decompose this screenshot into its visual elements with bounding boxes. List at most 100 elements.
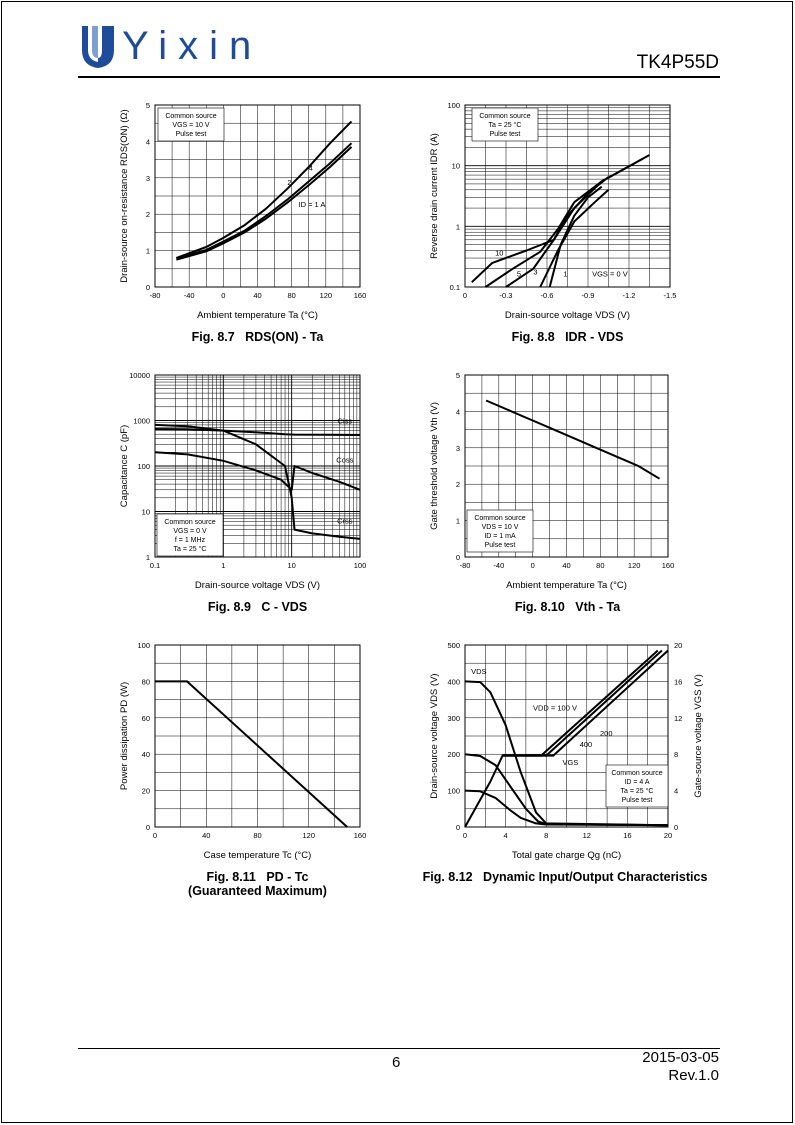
y-tick-label: 2 xyxy=(146,210,150,219)
series-line xyxy=(548,185,603,288)
x-tick-label: 80 xyxy=(253,831,261,840)
y-tick-label: 40 xyxy=(142,750,150,759)
series-line xyxy=(539,189,610,288)
note-text: VGS = 10 V xyxy=(172,122,209,129)
y-tick-label: 300 xyxy=(447,714,460,723)
y-tick-label: 500 xyxy=(447,641,460,650)
y-tick-label: 10 xyxy=(452,162,460,171)
caption-fig812: Fig. 8.12 Dynamic Input/Output Character… xyxy=(422,870,708,884)
series-line xyxy=(471,154,650,283)
series-line xyxy=(176,120,353,259)
series-label: Crss xyxy=(337,516,353,525)
x-tick-label: 120 xyxy=(320,291,333,300)
note-text: ID = 4 A xyxy=(624,779,649,786)
x-axis-label: Case temperature Tc (°C) xyxy=(204,850,312,861)
chart-rdson-ta: -80 -40 0 40 80 120 160 0 1 2 3 4 5 Ambient temperatu… xyxy=(119,101,366,321)
plot-frame xyxy=(464,374,669,558)
y-tick-label: 400 xyxy=(447,677,460,686)
x-tick-label: 120 xyxy=(628,561,641,570)
y-tick-label: 80 xyxy=(142,677,150,686)
x-tick-label: -80 xyxy=(150,291,161,300)
note-text: Pulse test xyxy=(490,131,521,138)
x-tick-label: 0 xyxy=(221,291,225,300)
series-label: 2 xyxy=(287,178,291,187)
note-text: VGS = 0 V xyxy=(173,528,207,535)
y-tick-label: 3 xyxy=(456,444,460,453)
y-tick-label: 200 xyxy=(447,750,460,759)
x-tick-label: 20 xyxy=(664,831,672,840)
y-axis-label: Reverse drain current IDR (A) xyxy=(429,133,440,259)
y2-tick-label: 12 xyxy=(674,714,682,723)
note-box xyxy=(157,107,225,142)
y-tick-label: 10000 xyxy=(129,371,150,380)
yixin-logo-icon xyxy=(82,26,114,68)
caption-fig810: Fig. 8.10 Vth - Ta xyxy=(514,600,621,614)
y-axis-label: Drain-source voltage VDS (V) xyxy=(429,673,440,798)
y-axis-label: Capacitance C (pF) xyxy=(119,425,130,507)
x-tick-label: -80 xyxy=(460,561,471,570)
x-tick-label: 160 xyxy=(354,831,367,840)
note-text: Common source xyxy=(164,519,215,526)
series-label: ID = 1 A xyxy=(299,200,326,209)
y-tick-label: 10 xyxy=(142,508,150,517)
y-tick-label: 0 xyxy=(146,823,150,832)
x-tick-label: 80 xyxy=(287,291,295,300)
plot-frame xyxy=(154,374,361,558)
header-rule xyxy=(78,76,720,78)
series-label: 10 xyxy=(495,249,503,258)
series-label: VGS = 0 V xyxy=(592,269,628,278)
series-line xyxy=(176,142,353,260)
x-tick-label: -0.6 xyxy=(541,291,554,300)
chart-dynamic-io: 0 4 8 12 16 200100200300400500048121620Gate-s… xyxy=(429,641,704,861)
footer-revision: Rev.1.0 xyxy=(668,1067,719,1084)
caption-fig811: Fig. 8.11 PD - Tc (Guaranteed Maximum) xyxy=(188,870,327,898)
series-label: 200 xyxy=(600,729,613,738)
note-box xyxy=(466,509,534,553)
plot-frame xyxy=(464,104,671,288)
y-axis-label: Gate threshold voltage Vth (V) xyxy=(429,402,440,530)
y-tick-label: 1000 xyxy=(133,417,150,426)
note-text: Ta = 25 °C xyxy=(621,787,654,795)
x-tick-label: 0 xyxy=(463,831,467,840)
series-line xyxy=(154,451,361,491)
x-tick-label: 80 xyxy=(596,561,604,570)
chart-pd-tc: 0 40 80 120 160 0 20 40 60 80 100 Case temperature … xyxy=(119,641,367,861)
y-tick-label: 100 xyxy=(447,787,460,796)
x-tick-label: -40 xyxy=(184,291,195,300)
note-text: Common source xyxy=(611,770,662,777)
y-tick-label: 1 xyxy=(456,222,460,231)
series-label: 4 xyxy=(309,164,313,173)
x-axis-label: Total gate charge Qg (nC) xyxy=(512,850,621,861)
x-tick-label: -1.2 xyxy=(623,291,636,300)
series-line xyxy=(155,680,348,828)
series-label: 5 xyxy=(517,269,521,278)
series-line xyxy=(464,680,669,827)
x-tick-label: -0.9 xyxy=(582,291,595,300)
page-number: 6 xyxy=(392,1054,401,1071)
series-label: Ciss xyxy=(338,417,353,426)
x-tick-label: 8 xyxy=(544,831,548,840)
note-text: VDS = 10 V xyxy=(482,524,519,531)
x-tick-label: 0 xyxy=(153,831,157,840)
series-line xyxy=(154,428,361,436)
caption-fig88: Fig. 8.8 IDR - VDS xyxy=(511,330,624,344)
series-line xyxy=(154,423,361,540)
y-tick-label: 1 xyxy=(456,517,460,526)
x-tick-label: 40 xyxy=(202,831,210,840)
x-tick-label: -0.3 xyxy=(500,291,513,300)
series-line xyxy=(485,399,661,480)
y-tick-label: 1 xyxy=(146,247,150,256)
y-axis-label: Power dissipation PD (W) xyxy=(119,682,130,790)
note-text: f = 1 MHz xyxy=(175,537,206,544)
brand-name: Yixin xyxy=(122,24,263,68)
x-axis-label: Drain-source voltage VDS (V) xyxy=(505,310,630,321)
x-tick-label: 10 xyxy=(287,561,295,570)
plot-frame xyxy=(154,104,361,288)
y2-tick-label: 16 xyxy=(674,677,682,686)
plot-frame xyxy=(464,644,669,828)
note-text: Ta = 25 °C xyxy=(174,545,207,553)
note-text: Pulse test xyxy=(622,797,653,804)
x-tick-label: 0 xyxy=(531,561,535,570)
x-tick-label: 100 xyxy=(354,561,367,570)
